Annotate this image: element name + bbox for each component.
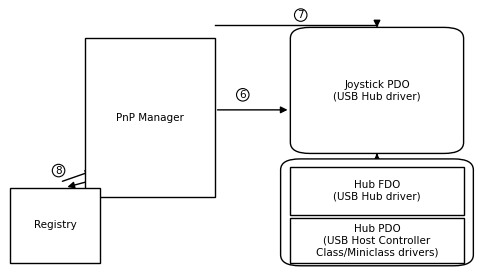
Text: 6: 6 [240,90,246,100]
Text: Joystick PDO
(USB Hub driver): Joystick PDO (USB Hub driver) [333,80,421,101]
Text: Hub FDO
(USB Hub driver): Hub FDO (USB Hub driver) [333,180,421,202]
Text: Hub PDO
(USB Host Controller
Class/Miniclass drivers): Hub PDO (USB Host Controller Class/Minic… [316,224,438,257]
Bar [290,167,464,215]
FancyBboxPatch shape [290,27,464,153]
FancyBboxPatch shape [281,159,473,266]
Bar [10,188,100,263]
Bar [290,218,464,263]
Bar [85,38,215,197]
Text: Registry: Registry [34,220,76,230]
Text: PnP Manager: PnP Manager [116,113,184,123]
Text: 8: 8 [55,165,62,176]
Text: 7: 7 [297,10,304,20]
